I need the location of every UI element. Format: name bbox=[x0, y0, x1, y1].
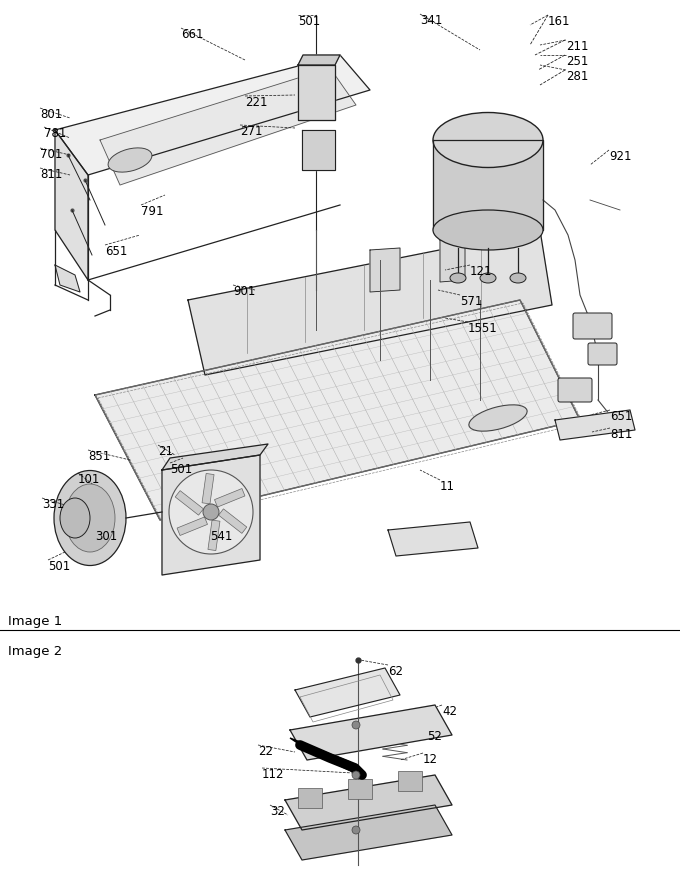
Circle shape bbox=[352, 771, 360, 779]
FancyBboxPatch shape bbox=[558, 378, 592, 402]
Polygon shape bbox=[188, 230, 552, 375]
Text: 221: 221 bbox=[245, 96, 267, 109]
Text: 42: 42 bbox=[442, 705, 457, 718]
Text: 661: 661 bbox=[181, 28, 203, 41]
Text: 211: 211 bbox=[566, 40, 588, 53]
Circle shape bbox=[169, 470, 253, 554]
Text: 571: 571 bbox=[460, 295, 482, 308]
FancyBboxPatch shape bbox=[348, 780, 372, 800]
Text: 52: 52 bbox=[427, 730, 442, 743]
Polygon shape bbox=[290, 705, 452, 760]
Text: 112: 112 bbox=[262, 768, 284, 781]
Ellipse shape bbox=[54, 471, 126, 566]
Polygon shape bbox=[285, 805, 452, 860]
Text: 11: 11 bbox=[440, 480, 455, 493]
Ellipse shape bbox=[60, 498, 90, 538]
Text: 801: 801 bbox=[40, 108, 63, 121]
FancyBboxPatch shape bbox=[588, 343, 617, 365]
Circle shape bbox=[352, 826, 360, 834]
Text: 791: 791 bbox=[141, 205, 163, 218]
FancyBboxPatch shape bbox=[398, 771, 422, 791]
Text: 781: 781 bbox=[44, 127, 67, 140]
Text: 22: 22 bbox=[258, 745, 273, 758]
Text: 341: 341 bbox=[420, 14, 443, 27]
FancyArrow shape bbox=[177, 517, 207, 535]
Polygon shape bbox=[433, 140, 543, 230]
Text: 32: 32 bbox=[270, 805, 285, 818]
Text: 1551: 1551 bbox=[468, 322, 498, 335]
Text: 541: 541 bbox=[210, 530, 233, 543]
Ellipse shape bbox=[480, 273, 496, 283]
Ellipse shape bbox=[450, 273, 466, 283]
Text: 101: 101 bbox=[78, 473, 101, 486]
FancyArrow shape bbox=[218, 509, 247, 533]
Polygon shape bbox=[302, 130, 335, 170]
Text: Image 2: Image 2 bbox=[8, 645, 63, 658]
Ellipse shape bbox=[469, 405, 527, 431]
FancyBboxPatch shape bbox=[573, 313, 612, 339]
Text: 251: 251 bbox=[566, 55, 588, 68]
Ellipse shape bbox=[510, 273, 526, 283]
Text: 331: 331 bbox=[42, 498, 64, 511]
Ellipse shape bbox=[433, 113, 543, 167]
Polygon shape bbox=[370, 248, 400, 292]
Polygon shape bbox=[298, 55, 340, 65]
FancyArrow shape bbox=[202, 473, 214, 504]
Text: 281: 281 bbox=[566, 70, 588, 83]
Polygon shape bbox=[100, 68, 356, 185]
Text: 21: 21 bbox=[158, 445, 173, 458]
Text: 501: 501 bbox=[170, 463, 192, 476]
Text: 161: 161 bbox=[548, 15, 571, 28]
Polygon shape bbox=[285, 775, 452, 830]
Text: 851: 851 bbox=[88, 450, 110, 463]
Text: 651: 651 bbox=[105, 245, 127, 258]
Ellipse shape bbox=[108, 148, 152, 172]
Text: 301: 301 bbox=[95, 530, 117, 543]
Polygon shape bbox=[440, 238, 465, 282]
Text: 501: 501 bbox=[298, 15, 320, 28]
Text: 12: 12 bbox=[423, 753, 438, 766]
Circle shape bbox=[352, 721, 360, 729]
Polygon shape bbox=[388, 522, 478, 556]
FancyArrow shape bbox=[175, 491, 203, 515]
Circle shape bbox=[203, 504, 219, 520]
FancyArrow shape bbox=[208, 520, 220, 551]
Text: 811: 811 bbox=[610, 428, 632, 441]
Polygon shape bbox=[55, 130, 88, 280]
Text: 271: 271 bbox=[240, 125, 262, 138]
Polygon shape bbox=[55, 55, 370, 175]
Polygon shape bbox=[295, 668, 400, 717]
Polygon shape bbox=[290, 738, 365, 778]
Ellipse shape bbox=[65, 484, 115, 552]
FancyArrow shape bbox=[214, 488, 245, 507]
Polygon shape bbox=[162, 455, 260, 575]
Text: 921: 921 bbox=[609, 150, 632, 163]
Text: 901: 901 bbox=[233, 285, 256, 298]
Ellipse shape bbox=[433, 210, 543, 250]
Text: 651: 651 bbox=[610, 410, 632, 423]
Polygon shape bbox=[95, 300, 580, 520]
Text: 62: 62 bbox=[388, 665, 403, 678]
Polygon shape bbox=[162, 444, 268, 470]
Polygon shape bbox=[55, 265, 80, 292]
Text: 121: 121 bbox=[470, 265, 492, 278]
Text: Image 1: Image 1 bbox=[8, 615, 63, 628]
Text: 701: 701 bbox=[40, 148, 63, 161]
FancyBboxPatch shape bbox=[298, 788, 322, 808]
Text: 501: 501 bbox=[48, 560, 70, 573]
Polygon shape bbox=[298, 65, 335, 120]
Polygon shape bbox=[555, 410, 635, 440]
Text: 811: 811 bbox=[40, 168, 63, 181]
